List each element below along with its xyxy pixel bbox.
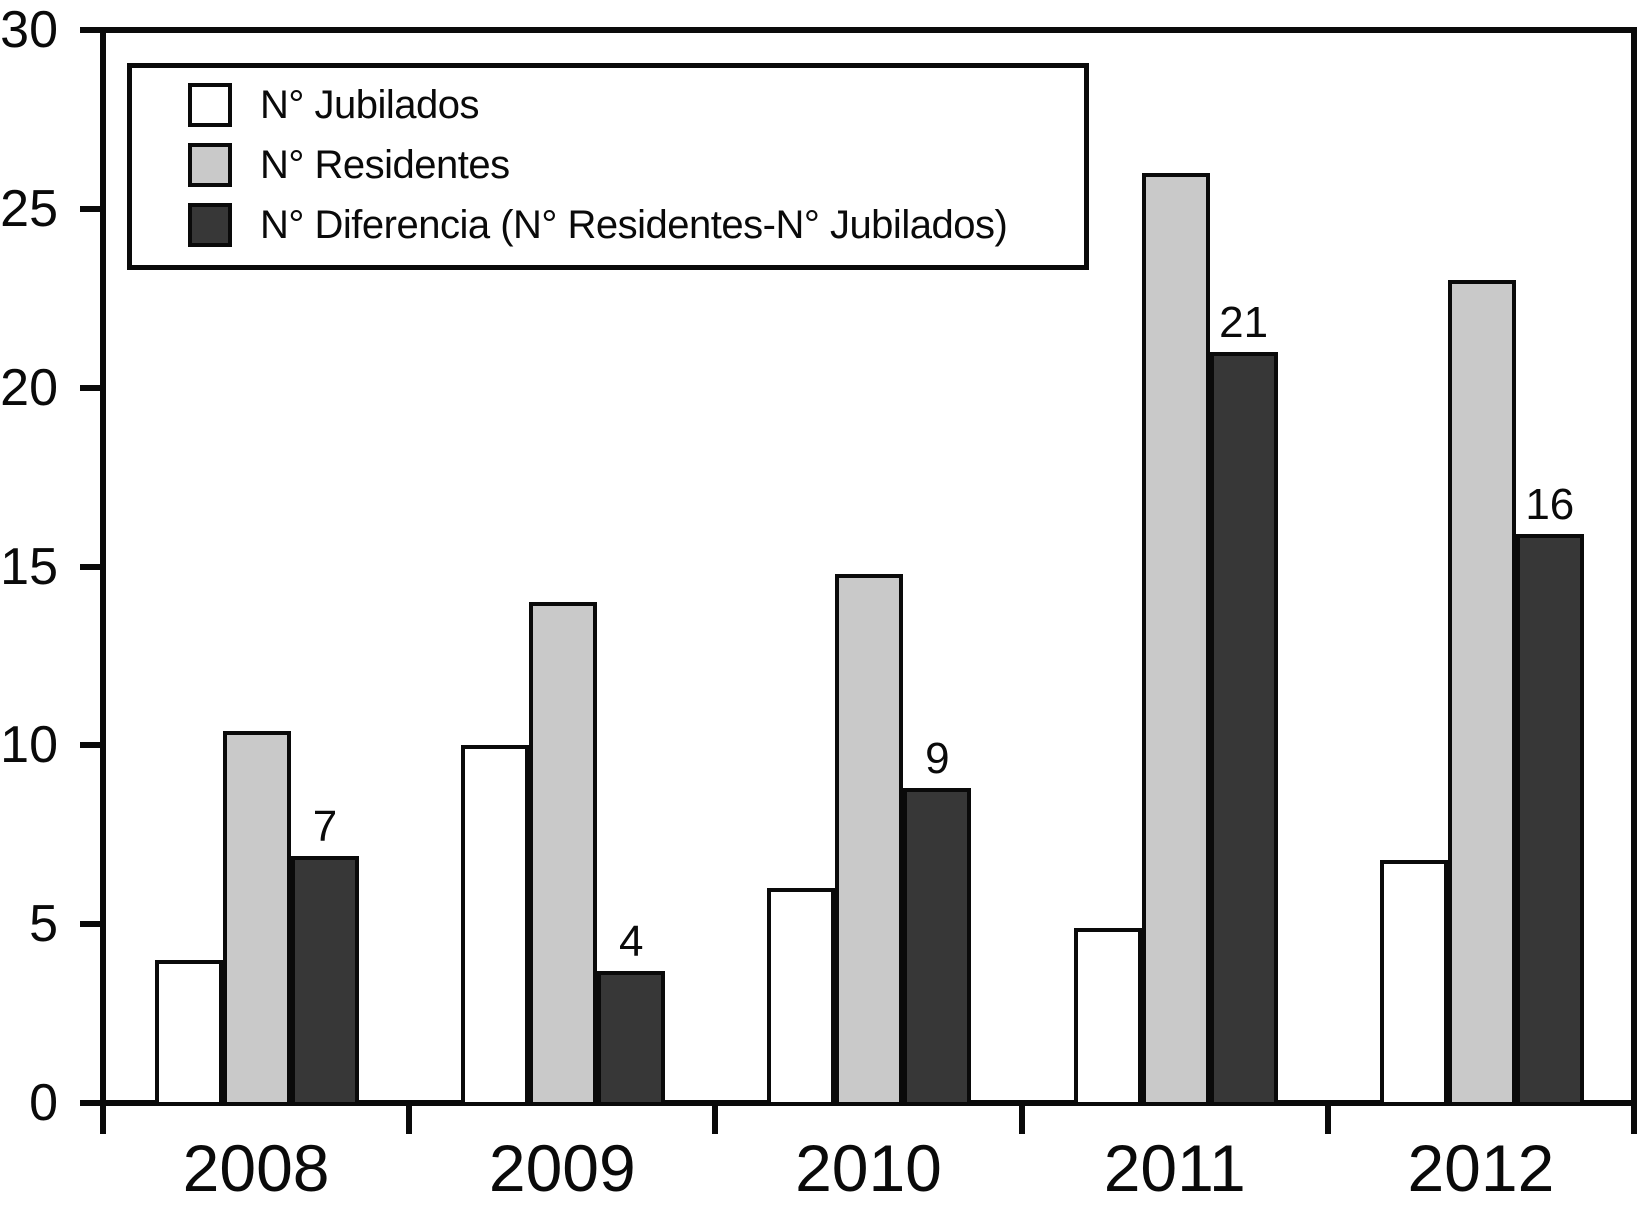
bar-n-diferencia-2008 [291,856,359,1106]
x-tick-1 [406,1100,413,1134]
bar-n-diferencia-2012 [1515,534,1584,1106]
x-tick-label-2009: 2009 [488,1131,636,1205]
y-tick-25 [80,205,103,212]
y-tick-label-5: 5 [29,895,58,954]
bar-n-residentes-2011 [1141,173,1210,1106]
data-label-2011: 21 [1219,297,1269,347]
x-tick-3 [1018,1100,1025,1134]
bar-n-diferencia-2009 [597,970,666,1106]
bar-n-residentes-2012 [1447,280,1516,1106]
bar-n-residentes-2008 [223,731,291,1106]
x-tick-label-2011: 2011 [1103,1131,1246,1205]
legend-item-n-jubilados: N° Jubilados [188,83,1084,127]
bar-n-residentes-2010 [835,573,904,1106]
y-tick-label-30: 30 [0,1,58,59]
y-tick-10 [80,742,103,749]
bar-n-diferencia-2010 [903,788,972,1106]
y-tick-label-15: 15 [0,537,58,596]
y-tick-15 [80,563,103,570]
legend-swatch-icon [188,203,232,247]
y-tick-30 [80,27,103,33]
x-tick-4 [1324,1100,1331,1134]
data-label-2009: 4 [618,916,644,966]
bar-n-jubilados-2010 [767,888,836,1106]
legend-label: N° Residentes [260,142,510,187]
bar-n-diferencia-2011 [1209,351,1278,1106]
legend-label: N° Jubilados [260,82,480,127]
legend-swatch-icon [188,83,232,127]
data-label-2010: 9 [925,734,950,784]
x-tick-2 [712,1100,719,1134]
x-tick-0 [100,1100,106,1134]
bar-n-jubilados-2011 [1073,927,1142,1106]
bar-n-jubilados-2012 [1379,859,1448,1106]
y-tick-label-0: 0 [29,1074,58,1132]
data-label-2012: 16 [1525,480,1575,530]
y-tick-label-20: 20 [0,358,58,417]
x-tick-label-2010: 2010 [795,1131,942,1205]
bar-n-jubilados-2008 [155,959,223,1106]
x-tick-5 [1631,1100,1637,1134]
y-tick-5 [80,921,103,928]
legend-item-n-diferencia: N° Diferencia (N° Residentes-N° Jubilado… [188,203,1084,247]
y-tick-0 [80,1100,103,1106]
y-tick-label-25: 25 [0,179,58,238]
bar-n-jubilados-2009 [461,745,530,1106]
y-tick-20 [80,384,103,391]
x-tick-label-2012: 2012 [1407,1131,1555,1205]
legend-swatch-icon [188,143,232,187]
data-label-2008: 7 [312,802,338,852]
legend-label: N° Diferencia (N° Residentes-N° Jubilado… [260,202,1008,247]
legend: N° Jubilados N° Residentes N° Diferencia (… [127,63,1089,270]
bar-n-residentes-2009 [529,602,598,1106]
x-tick-label-2008: 2008 [182,1131,330,1205]
y-tick-label-10: 10 [0,716,58,775]
legend-item-n-residentes: N° Residentes [188,143,1084,187]
